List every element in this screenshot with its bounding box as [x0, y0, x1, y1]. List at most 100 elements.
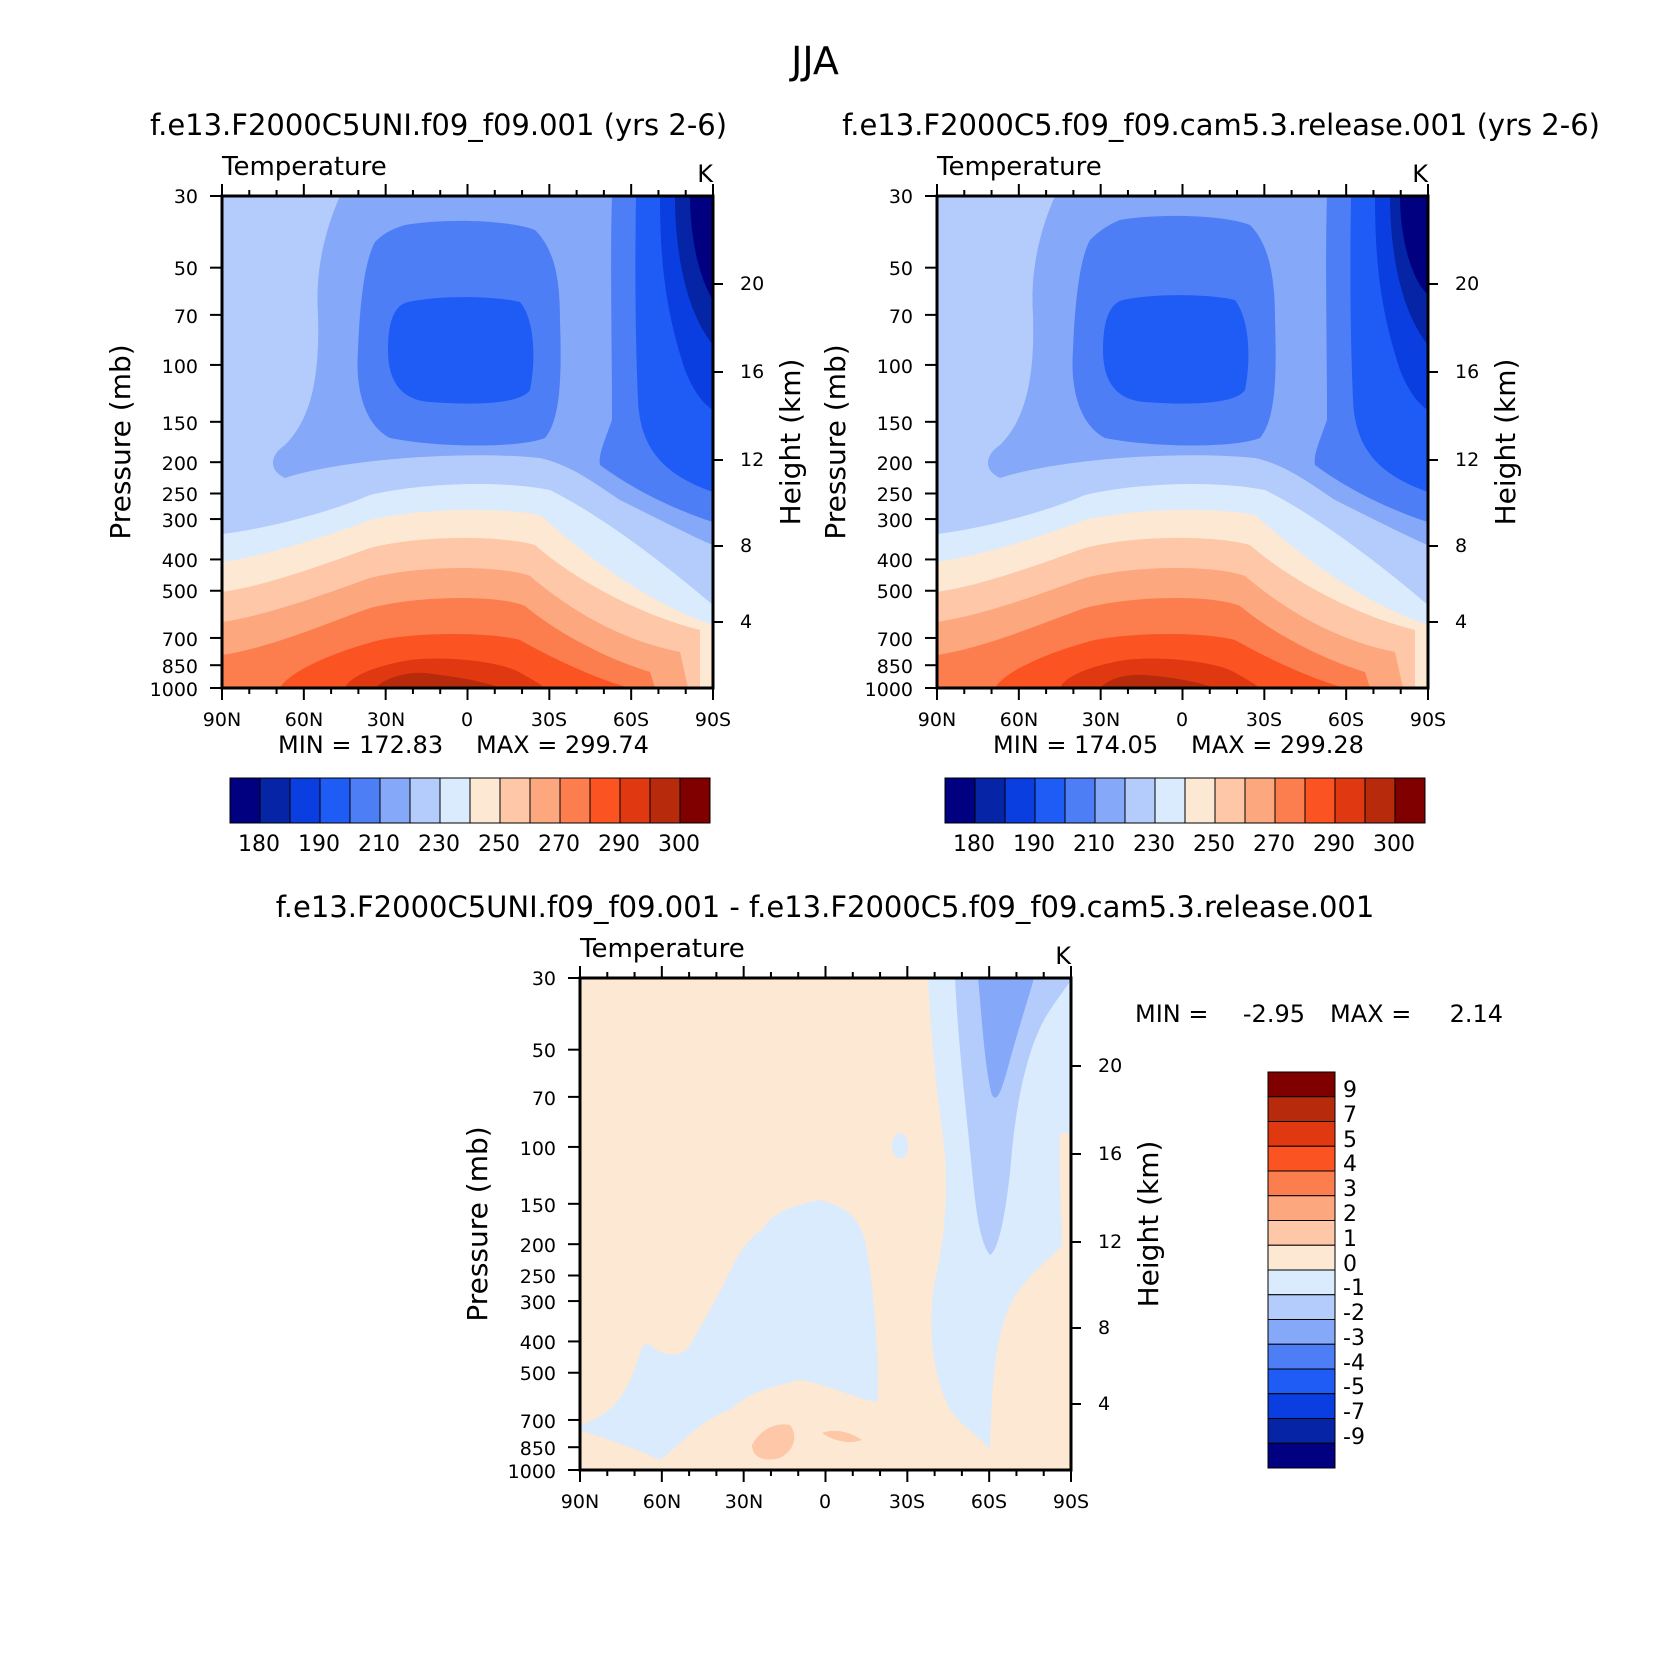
colorbar-swatch	[1214, 777, 1246, 824]
panel-1-colorbar-labels: 180 190 210 230 250 270 290 300	[238, 832, 700, 857]
colorbar-swatch	[1267, 1195, 1336, 1221]
colorbar-swatch	[1267, 1319, 1336, 1345]
x-tick-label: 30N	[725, 1491, 763, 1513]
y2-tick-label: 4	[1098, 1393, 1110, 1415]
colorbar-swatch	[1267, 1393, 1336, 1419]
panel-3-ticks	[568, 966, 1081, 1482]
colorbar-label: 2	[1343, 1202, 1357, 1227]
panel-3-x-axis: 90N 60N 30N 0 30S 60S 90S	[561, 1491, 1089, 1513]
colorbar-swatch	[469, 777, 501, 824]
panel-2-colorbar	[944, 777, 1426, 824]
panel-1-max-label: MAX = 299.74	[476, 731, 649, 759]
y-tick-label: 850	[520, 1438, 556, 1460]
colorbar-swatch	[289, 777, 321, 824]
panel-3-y-axis: 30 50 70 100 150 200 250 300 400 500 700…	[461, 968, 556, 1483]
contour-band	[1059, 1132, 1071, 1420]
y2-tick-label: 8	[740, 535, 752, 557]
colorbar-swatch	[1004, 777, 1036, 824]
panel-3-colorbar-labels: 9 7 5 4 3 2 1 0 -1 -2 -3 -4 -5 -7 -9	[1343, 1078, 1365, 1450]
y-tick-label: 150	[162, 413, 198, 435]
y-tick-label: 1000	[865, 679, 913, 701]
panel-2-variable-label: Temperature	[936, 152, 1102, 182]
panel-2-x-axis: 90N 60N 30N 0 30S 60S 90S	[918, 709, 1446, 731]
colorbar-swatch	[679, 777, 711, 824]
panel-3-unit-label: K	[1055, 942, 1072, 970]
colorbar-swatch	[529, 777, 561, 824]
y2-tick-label: 4	[1455, 611, 1467, 633]
y-tick-label: 30	[889, 186, 913, 208]
x-tick-label: 30S	[1246, 709, 1282, 731]
colorbar-swatch	[1267, 1269, 1336, 1296]
colorbar-label: 290	[598, 832, 640, 857]
panel-1-contour-field	[222, 196, 713, 688]
colorbar-swatch	[1267, 1343, 1336, 1370]
colorbar-swatch	[349, 777, 381, 824]
colorbar-label: 230	[1133, 832, 1175, 857]
colorbar-label: 270	[1253, 832, 1295, 857]
contour-band	[580, 1200, 878, 1460]
y-tick-label: 700	[162, 629, 198, 651]
panel-1-title: f.e13.F2000C5UNI.f09_f09.001 (yrs 2-6)	[150, 108, 727, 142]
colorbar-label: 0	[1343, 1252, 1357, 1277]
contour-band	[892, 1133, 908, 1159]
colorbar-swatch	[1267, 1442, 1336, 1469]
contour-band	[375, 672, 500, 688]
y-tick-label: 70	[532, 1088, 556, 1110]
colorbar-label: 230	[418, 832, 460, 857]
colorbar-label: 9	[1343, 1078, 1357, 1103]
y2-tick-label: 16	[1098, 1143, 1122, 1165]
panel-2-min-label: MIN = 174.05	[993, 731, 1158, 759]
y-tick-label: 300	[162, 510, 198, 532]
panel-1-y2-axis: 20 16 12 8 4 Height (km)	[740, 273, 807, 633]
y2-tick-label: 12	[1455, 449, 1479, 471]
y-tick-label: 100	[877, 356, 913, 378]
x-tick-label: 30N	[367, 709, 405, 731]
panel-3: f.e13.F2000C5UNI.f09_f09.001 - f.e13.F20…	[276, 890, 1503, 1513]
y2-tick-label: 16	[1455, 361, 1479, 383]
colorbar-swatch	[1364, 777, 1396, 824]
panel-1: f.e13.F2000C5UNI.f09_f09.001 (yrs 2-6) T…	[104, 108, 807, 857]
colorbar-swatch	[559, 777, 591, 824]
x-tick-label: 60N	[285, 709, 323, 731]
panel-2-unit-label: K	[1412, 160, 1429, 188]
y-tick-label: 850	[877, 656, 913, 678]
x-tick-label: 90S	[695, 709, 731, 731]
panel-1-colorbar	[229, 777, 711, 824]
y-axis-title: Pressure (mb)	[819, 344, 852, 539]
y-tick-label: 150	[877, 413, 913, 435]
colorbar-label: -4	[1343, 1351, 1365, 1376]
colorbar-swatch	[259, 777, 291, 824]
x-tick-label: 30S	[889, 1491, 925, 1513]
x-tick-label: 60S	[971, 1491, 1007, 1513]
y-tick-label: 200	[162, 453, 198, 475]
contour-band	[388, 297, 534, 404]
colorbar-swatch	[1154, 777, 1186, 824]
y-tick-label: 100	[162, 356, 198, 378]
y-tick-label: 250	[877, 484, 913, 506]
panel-3-max-value: 2.14	[1450, 1000, 1503, 1028]
panel-1-min-label: MIN = 172.83	[278, 731, 443, 759]
x-tick-label: 0	[819, 1491, 831, 1513]
colorbar-swatch	[1034, 777, 1066, 824]
colorbar-swatch	[1267, 1418, 1336, 1444]
colorbar-swatch	[944, 777, 976, 824]
y2-tick-label: 12	[1098, 1231, 1122, 1253]
colorbar-label: 250	[1193, 832, 1235, 857]
y2-tick-label: 12	[740, 449, 764, 471]
panel-3-min-value: -2.95	[1243, 1000, 1305, 1028]
colorbar-label: -5	[1343, 1375, 1365, 1400]
colorbar-swatch	[439, 777, 471, 824]
panel-3-colorbar	[1267, 1071, 1336, 1469]
y-tick-label: 1000	[508, 1461, 556, 1483]
contour-band	[1060, 658, 1260, 688]
colorbar-swatch	[1184, 777, 1216, 824]
contour-band	[822, 1430, 862, 1442]
panel-3-min-label: MIN =	[1135, 1000, 1208, 1028]
x-tick-label: 90N	[918, 709, 956, 731]
y2-tick-label: 8	[1098, 1317, 1110, 1339]
figure-title: JJA	[789, 39, 839, 83]
y-axis-title: Pressure (mb)	[461, 1126, 494, 1321]
y2-tick-label: 8	[1455, 535, 1467, 557]
contour-band	[690, 196, 713, 300]
y-tick-label: 300	[520, 1292, 556, 1314]
